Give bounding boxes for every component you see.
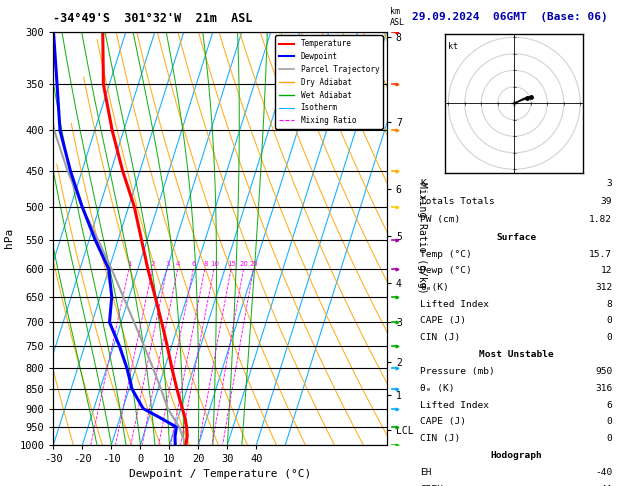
Text: 8: 8 <box>203 260 208 266</box>
Y-axis label: hPa: hPa <box>4 228 14 248</box>
Text: 10: 10 <box>210 260 219 266</box>
Text: 15: 15 <box>227 260 236 266</box>
Text: K: K <box>420 179 426 189</box>
Text: -40: -40 <box>595 468 612 477</box>
Text: 0: 0 <box>606 333 612 342</box>
Text: 950: 950 <box>595 367 612 376</box>
Text: kt: kt <box>448 42 459 51</box>
Text: 25: 25 <box>250 260 259 266</box>
Text: CIN (J): CIN (J) <box>420 434 460 443</box>
Text: 316: 316 <box>595 383 612 393</box>
Text: 4: 4 <box>176 260 181 266</box>
Text: PW (cm): PW (cm) <box>420 215 460 225</box>
Text: 12: 12 <box>601 266 612 275</box>
Text: 3: 3 <box>165 260 170 266</box>
Text: Hodograph: Hodograph <box>490 451 542 460</box>
Text: 15.7: 15.7 <box>589 249 612 259</box>
Text: Surface: Surface <box>496 233 536 242</box>
Text: 6: 6 <box>606 400 612 410</box>
Text: CAPE (J): CAPE (J) <box>420 417 466 426</box>
Legend: Temperature, Dewpoint, Parcel Trajectory, Dry Adiabat, Wet Adiabat, Isotherm, Mi: Temperature, Dewpoint, Parcel Trajectory… <box>276 35 383 129</box>
Text: CIN (J): CIN (J) <box>420 333 460 342</box>
Text: 39: 39 <box>601 197 612 207</box>
Text: θₑ(K): θₑ(K) <box>420 283 448 292</box>
Text: km
ASL: km ASL <box>390 7 405 27</box>
Text: 29.09.2024  06GMT  (Base: 06): 29.09.2024 06GMT (Base: 06) <box>412 12 608 22</box>
Text: θₑ (K): θₑ (K) <box>420 383 455 393</box>
Text: Totals Totals: Totals Totals <box>420 197 495 207</box>
Text: 1.82: 1.82 <box>589 215 612 225</box>
Text: CAPE (J): CAPE (J) <box>420 316 466 326</box>
Text: 6: 6 <box>192 260 196 266</box>
Text: Pressure (mb): Pressure (mb) <box>420 367 495 376</box>
Text: 2: 2 <box>151 260 155 266</box>
Text: 8: 8 <box>606 300 612 309</box>
Text: -34°49'S  301°32'W  21m  ASL: -34°49'S 301°32'W 21m ASL <box>53 12 253 25</box>
Y-axis label: Mixing Ratio (g/kg): Mixing Ratio (g/kg) <box>418 182 427 294</box>
Text: 3: 3 <box>606 179 612 189</box>
Text: SREH: SREH <box>420 485 443 486</box>
Text: 44: 44 <box>601 485 612 486</box>
X-axis label: Dewpoint / Temperature (°C): Dewpoint / Temperature (°C) <box>129 469 311 479</box>
Text: Most Unstable: Most Unstable <box>479 350 554 359</box>
Text: 1: 1 <box>127 260 132 266</box>
Text: 0: 0 <box>606 417 612 426</box>
Text: 0: 0 <box>606 434 612 443</box>
Text: 312: 312 <box>595 283 612 292</box>
Text: Lifted Index: Lifted Index <box>420 400 489 410</box>
Text: 0: 0 <box>606 316 612 326</box>
Text: EH: EH <box>420 468 431 477</box>
Text: Lifted Index: Lifted Index <box>420 300 489 309</box>
Text: Temp (°C): Temp (°C) <box>420 249 472 259</box>
Text: 20: 20 <box>240 260 248 266</box>
Text: Dewp (°C): Dewp (°C) <box>420 266 472 275</box>
